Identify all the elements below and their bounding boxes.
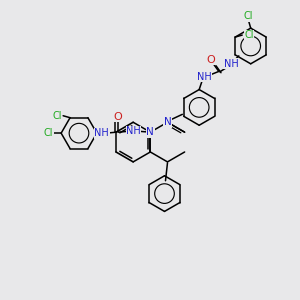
Text: NH: NH xyxy=(126,126,141,136)
Text: NH: NH xyxy=(197,72,212,82)
Text: N: N xyxy=(146,127,154,137)
Text: Cl: Cl xyxy=(52,111,62,121)
Text: Cl: Cl xyxy=(44,128,53,138)
Text: NH: NH xyxy=(94,128,109,138)
Text: Cl: Cl xyxy=(244,11,254,21)
Text: O: O xyxy=(207,55,215,65)
Text: O: O xyxy=(113,112,122,122)
Text: N: N xyxy=(164,117,171,127)
Text: NH: NH xyxy=(224,59,238,69)
Text: Cl: Cl xyxy=(244,30,254,40)
